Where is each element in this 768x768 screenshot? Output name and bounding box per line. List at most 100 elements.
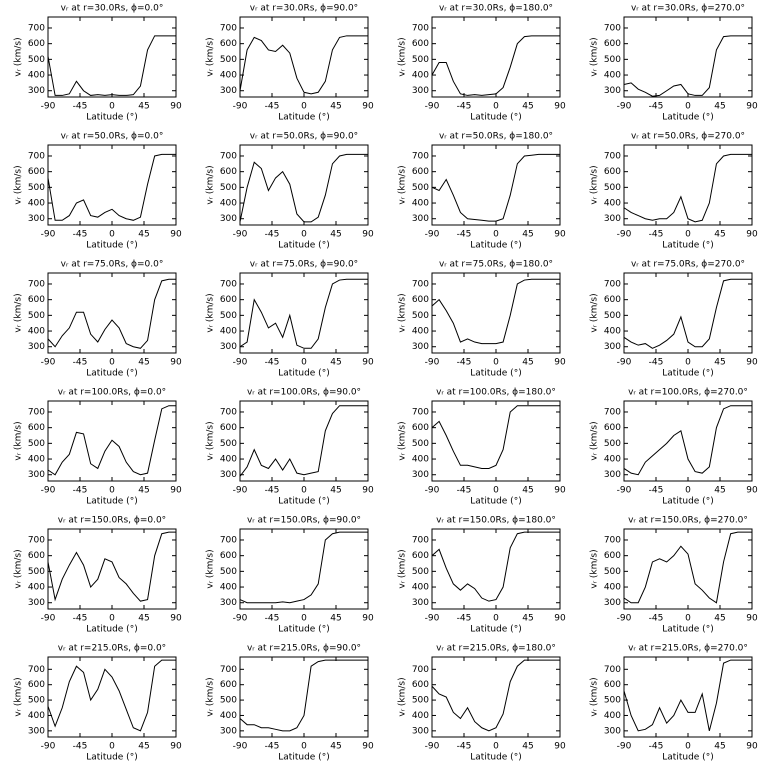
x-tick-label: -45 [73, 102, 88, 112]
y-tick-label: 600 [604, 295, 621, 305]
x-tick-label: 90 [362, 742, 374, 752]
x-axis-label: Latitude (°) [86, 241, 137, 251]
x-tick-label: -90 [425, 742, 440, 752]
y-tick-label: 500 [220, 311, 237, 321]
x-tick-label: 90 [554, 102, 566, 112]
x-tick-label: 0 [685, 742, 691, 752]
x-axis-label: Latitude (°) [86, 625, 137, 635]
data-line [239, 153, 368, 223]
y-tick-label: 400 [28, 455, 45, 465]
plot-frame [431, 16, 561, 98]
x-tick-label: 90 [170, 358, 182, 368]
y-axis-label: vᵣ (km/s) [206, 677, 216, 716]
y-tick-label: 500 [604, 183, 621, 193]
data-line [239, 278, 368, 349]
x-tick-label: 0 [109, 230, 115, 240]
x-tick-label: 90 [746, 742, 758, 752]
y-tick-label: 300 [220, 726, 237, 736]
y-tick-label: 400 [220, 455, 237, 465]
y-tick-label: 400 [412, 71, 429, 81]
y-tick-label: 300 [220, 342, 237, 352]
y-tick-label: 400 [604, 711, 621, 721]
y-tick-label: 500 [28, 183, 45, 193]
x-tick-label: -90 [617, 742, 632, 752]
x-tick-label: 90 [362, 102, 374, 112]
x-tick-label: -45 [265, 102, 280, 112]
y-tick-label: 600 [604, 551, 621, 561]
y-tick-label: 500 [604, 55, 621, 65]
x-axis-label: Latitude (°) [470, 753, 521, 763]
x-axis-label: Latitude (°) [278, 241, 329, 251]
y-tick-label: 700 [604, 23, 621, 33]
panel-title: vᵣ at r=215.0Rs, ϕ=270.0° [628, 644, 748, 654]
x-axis-label: Latitude (°) [662, 497, 713, 507]
y-axis-label: vᵣ (km/s) [206, 165, 216, 204]
x-tick-label: -90 [617, 614, 632, 624]
x-tick-label: 45 [330, 230, 341, 240]
x-tick-label: -45 [649, 102, 664, 112]
panel-title: vᵣ at r=215.0Rs, ϕ=90.0° [247, 644, 361, 654]
y-tick-label: 300 [28, 726, 45, 736]
y-tick-label: 300 [412, 86, 429, 96]
x-tick-label: 0 [493, 102, 499, 112]
x-tick-label: 45 [522, 614, 533, 624]
x-tick-label: -45 [265, 614, 280, 624]
x-tick-label: 0 [109, 742, 115, 752]
y-tick-label: 700 [28, 279, 45, 289]
x-tick-label: 45 [138, 614, 149, 624]
panel-title: vᵣ at r=50.0Rs, ϕ=180.0° [439, 132, 553, 142]
x-tick-label: 45 [714, 230, 725, 240]
y-axis-label: vᵣ (km/s) [590, 165, 600, 204]
y-tick-label: 500 [604, 696, 621, 706]
x-axis-label: Latitude (°) [470, 497, 521, 507]
x-tick-label: 90 [746, 230, 758, 240]
y-tick-label: 700 [220, 279, 237, 289]
panel-title: vᵣ at r=75.0Rs, ϕ=180.0° [439, 260, 553, 270]
x-axis-label: Latitude (°) [278, 753, 329, 763]
x-tick-label: -90 [41, 102, 56, 112]
x-tick-label: 0 [493, 614, 499, 624]
y-axis-label: vᵣ (km/s) [398, 165, 408, 204]
panel-title: vᵣ at r=75.0Rs, ϕ=0.0° [61, 260, 164, 270]
y-tick-label: 600 [220, 295, 237, 305]
y-tick-label: 700 [604, 535, 621, 545]
panel-title: vᵣ at r=30.0Rs, ϕ=270.0° [631, 4, 745, 14]
x-tick-label: 90 [746, 486, 758, 496]
y-tick-label: 300 [412, 214, 429, 224]
x-tick-label: 0 [493, 230, 499, 240]
x-axis-label: Latitude (°) [86, 497, 137, 507]
y-tick-label: 700 [220, 23, 237, 33]
y-tick-label: 300 [220, 86, 237, 96]
y-tick-label: 700 [604, 151, 621, 161]
x-tick-label: -90 [425, 614, 440, 624]
x-tick-label: 90 [170, 486, 182, 496]
x-axis-label: Latitude (°) [86, 113, 137, 123]
x-tick-label: 45 [330, 614, 341, 624]
x-axis-label: Latitude (°) [86, 369, 137, 379]
y-tick-label: 600 [28, 423, 45, 433]
x-tick-label: 45 [330, 358, 341, 368]
y-tick-label: 400 [28, 327, 45, 337]
x-tick-label: 45 [330, 742, 341, 752]
x-tick-label: 90 [170, 742, 182, 752]
panel-title: vᵣ at r=215.0Rs, ϕ=180.0° [436, 644, 556, 654]
y-tick-label: 300 [604, 86, 621, 96]
x-tick-label: -90 [233, 230, 248, 240]
plot-frame [239, 144, 369, 226]
y-tick-label: 500 [28, 439, 45, 449]
x-tick-label: 90 [554, 486, 566, 496]
y-tick-label: 400 [604, 199, 621, 209]
y-axis-label: vᵣ (km/s) [590, 421, 600, 460]
data-line [431, 153, 560, 222]
y-tick-label: 500 [28, 696, 45, 706]
y-tick-label: 600 [604, 39, 621, 49]
data-line [623, 531, 752, 604]
plot-frame [431, 400, 561, 482]
y-tick-label: 700 [412, 665, 429, 675]
data-line [47, 659, 176, 732]
y-tick-label: 600 [28, 551, 45, 561]
x-tick-label: 45 [714, 486, 725, 496]
y-tick-label: 500 [604, 439, 621, 449]
y-tick-label: 700 [412, 279, 429, 289]
